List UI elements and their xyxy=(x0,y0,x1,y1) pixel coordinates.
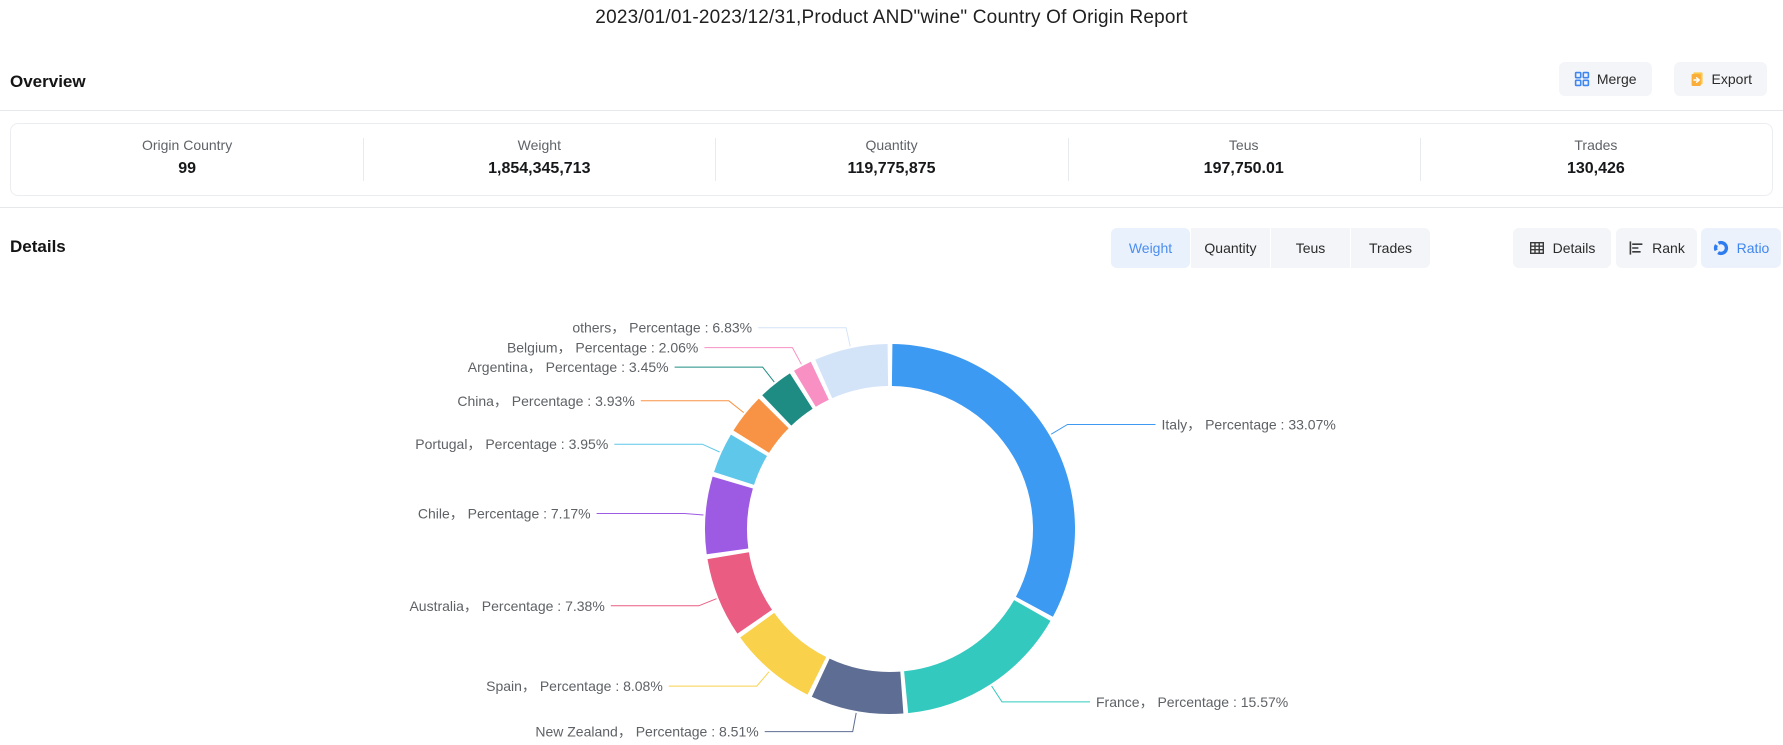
stat-value: 197,750.01 xyxy=(1203,160,1284,177)
details-view-button[interactable]: Details xyxy=(1513,228,1611,268)
pie-slice-spain[interactable] xyxy=(740,612,827,695)
stat-weight: Weight 1,854,345,713 xyxy=(363,124,715,195)
pie-slice-italy[interactable] xyxy=(891,344,1076,617)
header-actions: Merge Export xyxy=(1558,62,1767,96)
rank-view-button[interactable]: Rank xyxy=(1616,228,1697,268)
stat-trades: Trades 130,426 xyxy=(1419,124,1772,195)
stat-teus: Teus 197,750.01 xyxy=(1067,124,1420,195)
pie-label-portugal: Portugal， Percentage : 3.95% xyxy=(415,436,608,452)
stat-value: 1,854,345,713 xyxy=(488,160,591,177)
rank-view-label: Rank xyxy=(1652,240,1685,256)
stat-value: 119,775,875 xyxy=(847,160,936,177)
pie-slice-others[interactable] xyxy=(815,344,889,399)
rank-bars-icon xyxy=(1628,240,1644,256)
pie-label-line xyxy=(704,347,802,365)
stat-label: Quantity xyxy=(865,137,918,153)
pie-label-spain: Spain， Percentage : 8.08% xyxy=(486,678,663,694)
pie-slice-new-zealand[interactable] xyxy=(811,658,904,714)
stat-quantity: Quantity 119,775,875 xyxy=(715,124,1067,195)
pie-slice-argentina[interactable] xyxy=(762,373,813,426)
pie-label-belgium: Belgium， Percentage : 2.06% xyxy=(507,340,698,356)
pie-slice-china[interactable] xyxy=(733,398,789,453)
pie-label-france: France， Percentage : 15.57% xyxy=(1096,694,1288,710)
stat-value: 99 xyxy=(178,160,196,177)
pie-label-line xyxy=(991,685,1090,703)
pie-label-others: others， Percentage : 6.83% xyxy=(572,320,752,336)
pie-label-italy: Italy， Percentage : 33.07% xyxy=(1162,417,1336,433)
pie-slice-belgium[interactable] xyxy=(794,361,829,407)
merge-button-label: Merge xyxy=(1596,71,1637,87)
pie-label-line xyxy=(758,327,851,347)
pie-slice-portugal[interactable] xyxy=(714,434,767,485)
stat-label: Weight xyxy=(517,137,561,153)
overview-heading: Overview xyxy=(10,72,86,91)
stat-origin-country: Origin Country 99 xyxy=(11,124,363,195)
merge-button[interactable]: Merge xyxy=(1558,62,1652,96)
pie-label-australia: Australia， Percentage : 7.38% xyxy=(409,598,604,614)
tab-weight[interactable]: Weight xyxy=(1111,228,1190,268)
country-ratio-donut-chart: Italy， Percentage : 33.07% France， Percen… xyxy=(409,320,1336,740)
pie-label-line xyxy=(674,366,775,383)
pie-label-line xyxy=(614,443,720,453)
stat-value: 130,426 xyxy=(1566,160,1625,177)
divider xyxy=(0,207,1783,208)
pie-label-china: China， Percentage : 3.93% xyxy=(457,393,634,409)
overview-stats-panel: Origin Country 99 Weight 1,854,345,713 Q… xyxy=(10,123,1773,196)
tab-trades[interactable]: Trades xyxy=(1351,228,1430,268)
pie-label-line xyxy=(1050,424,1156,435)
pie-label-line xyxy=(610,598,717,607)
table-icon xyxy=(1529,240,1545,256)
pie-label-line xyxy=(764,712,857,733)
metric-tabs: Weight Quantity Teus Trades xyxy=(1111,228,1430,268)
pie-label-line xyxy=(668,671,770,687)
details-view-label: Details xyxy=(1552,240,1596,256)
pie-label-line xyxy=(640,400,745,413)
divider xyxy=(0,110,1783,111)
stat-label: Trades xyxy=(1574,137,1618,153)
stat-label: Teus xyxy=(1228,137,1259,153)
page-title: 2023/01/01-2023/12/31,Product AND"wine" … xyxy=(595,7,1188,28)
tab-quantity[interactable]: Quantity xyxy=(1191,228,1270,268)
donut-icon xyxy=(1713,240,1729,256)
pie-slice-australia[interactable] xyxy=(707,552,773,634)
pie-label-chile: Chile， Percentage : 7.17% xyxy=(418,506,591,522)
export-icon xyxy=(1689,71,1705,87)
stat-label: Origin Country xyxy=(141,137,233,153)
pie-slice-chile[interactable] xyxy=(704,476,753,555)
pie-label-new-zealand: New Zealand， Percentage : 8.51% xyxy=(535,724,758,740)
pie-slice-france[interactable] xyxy=(904,600,1051,714)
tab-teus[interactable]: Teus xyxy=(1271,228,1350,268)
view-mode-buttons: Details Rank Ratio xyxy=(1513,228,1781,268)
export-button-label: Export xyxy=(1711,71,1752,87)
pie-label-argentina: Argentina， Percentage : 3.45% xyxy=(468,359,669,375)
merge-icon xyxy=(1574,71,1590,87)
pie-label-line xyxy=(596,513,704,516)
export-button[interactable]: Export xyxy=(1673,62,1767,96)
ratio-view-button[interactable]: Ratio xyxy=(1701,228,1781,268)
details-heading: Details xyxy=(10,237,66,256)
ratio-view-label: Ratio xyxy=(1736,240,1770,256)
